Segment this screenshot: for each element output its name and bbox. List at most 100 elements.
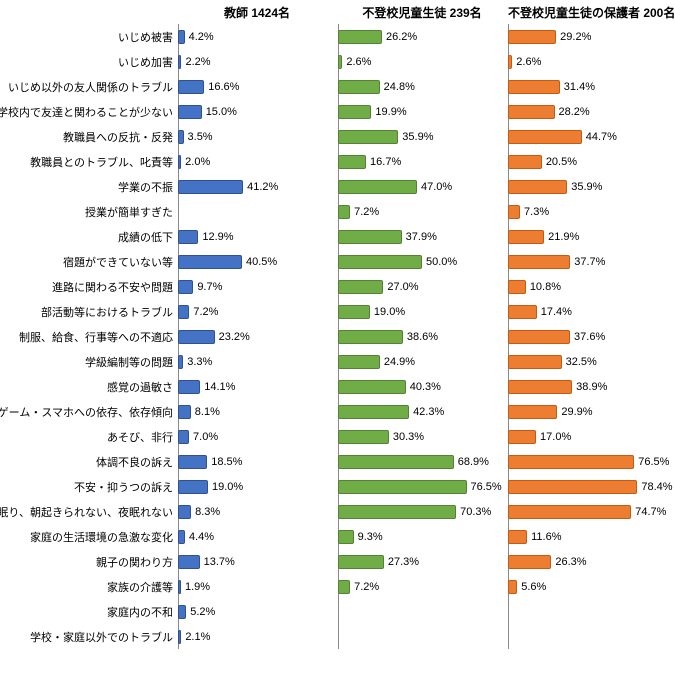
bar-teachers xyxy=(178,405,191,419)
bar-value-students: 40.3% xyxy=(410,381,441,393)
bar-students xyxy=(338,555,384,569)
bar-teachers xyxy=(178,480,208,494)
bar-value-teachers: 18.5% xyxy=(211,456,242,468)
chart-row: いじめ以外の友人関係のトラブル16.6%24.8%31.4% xyxy=(0,74,675,99)
bar-value-students: 76.5% xyxy=(471,481,502,493)
bar-students xyxy=(338,255,422,269)
bar-teachers xyxy=(178,330,215,344)
bar-value-students: 30.3% xyxy=(393,431,424,443)
category-label: 親子の関わり方 xyxy=(96,554,173,570)
bar-value-teachers: 4.4% xyxy=(189,531,214,543)
bar-students xyxy=(338,355,380,369)
bar-students xyxy=(338,80,380,94)
bar-value-teachers: 1.9% xyxy=(185,581,210,593)
bar-value-guardians: 37.7% xyxy=(574,256,605,268)
bar-value-guardians: 2.6% xyxy=(516,56,541,68)
category-label: 宿題ができていない等 xyxy=(63,254,173,270)
bar-value-guardians: 32.5% xyxy=(566,356,597,368)
bar-value-guardians: 44.7% xyxy=(586,131,617,143)
chart-row: 親子の関わり方13.7%27.3%26.3% xyxy=(0,549,675,574)
grouped-bar-chart: 教師 1424名不登校児童生徒 239名不登校児童生徒の保護者 200名 いじめ… xyxy=(0,0,675,677)
bar-students xyxy=(338,155,366,169)
bar-value-students: 2.6% xyxy=(346,56,371,68)
chart-row: 家庭内の不和5.2% xyxy=(0,599,675,624)
bar-guardians xyxy=(508,55,512,69)
bar-teachers xyxy=(178,605,186,619)
bar-value-guardians: 38.9% xyxy=(576,381,607,393)
bar-value-guardians: 17.4% xyxy=(541,306,572,318)
bar-value-guardians: 7.3% xyxy=(524,206,549,218)
bar-value-guardians: 29.2% xyxy=(560,31,591,43)
chart-row: 学校内で友達と関わることが少ない15.0%19.9%28.2% xyxy=(0,99,675,124)
bar-value-guardians: 17.0% xyxy=(540,431,571,443)
bar-value-students: 27.3% xyxy=(388,556,419,568)
bar-value-teachers: 14.1% xyxy=(204,381,235,393)
bar-teachers xyxy=(178,505,191,519)
bar-guardians xyxy=(508,205,520,219)
chart-row: 部活動等におけるトラブル 7.2% 19.0% 17.4% xyxy=(0,299,675,324)
bar-teachers xyxy=(178,280,193,294)
bar-teachers xyxy=(178,230,198,244)
category-label: 部活動等におけるトラブル xyxy=(41,304,173,320)
bar-value-teachers: 8.1% xyxy=(195,406,220,418)
bar-teachers xyxy=(178,80,204,94)
bar-teachers xyxy=(178,180,243,194)
column-header-guardians: 不登校児童生徒の保護者 200名 xyxy=(508,4,673,21)
bar-teachers xyxy=(178,130,184,144)
bar-teachers xyxy=(178,380,200,394)
bar-value-teachers: 2.2% xyxy=(185,56,210,68)
chart-row: 感覚の過敏さ 14.1% 40.3% 38.9% xyxy=(0,374,675,399)
bar-value-students: 37.9% xyxy=(406,231,437,243)
bar-value-students: 16.7% xyxy=(370,156,401,168)
bar-value-students: 42.3% xyxy=(413,406,444,418)
bar-teachers xyxy=(178,255,242,269)
bar-value-students: 35.9% xyxy=(402,131,433,143)
bar-students xyxy=(338,580,350,594)
bar-value-guardians: 5.6% xyxy=(521,581,546,593)
chart-row: 進路に関わる不安や問題9.7%27.0%10.8% xyxy=(0,274,675,299)
bar-value-teachers: 15.0% xyxy=(206,106,237,118)
bar-guardians xyxy=(508,280,526,294)
bar-students xyxy=(338,380,406,394)
bar-value-teachers: 12.9% xyxy=(202,231,233,243)
chart-row: 不安・抑うつの訴え19.0%76.5%78.4% xyxy=(0,474,675,499)
category-label: 体調不良の訴え xyxy=(96,454,173,470)
bar-students xyxy=(338,330,403,344)
bar-guardians xyxy=(508,30,556,44)
bar-guardians xyxy=(508,405,557,419)
bar-students xyxy=(338,480,467,494)
column-header-students: 不登校児童生徒 239名 xyxy=(338,4,506,21)
bar-value-guardians: 76.5% xyxy=(638,456,669,468)
category-label: 家庭内の不和 xyxy=(107,604,173,620)
chart-row: 宿題ができていない等40.5%50.0%37.7% xyxy=(0,249,675,274)
bar-value-students: 19.0% xyxy=(374,306,405,318)
chart-row: 学級編制等の問題3.3%24.9%32.5% xyxy=(0,349,675,374)
bar-guardians xyxy=(508,105,555,119)
bar-students xyxy=(338,280,383,294)
category-label: 感覚の過敏さ xyxy=(107,379,173,395)
bar-students xyxy=(338,205,350,219)
bar-value-teachers: 7.2% xyxy=(193,306,218,318)
bar-teachers xyxy=(178,530,185,544)
chart-row: 家庭の生活環境の急激な変化4.4%9.3%11.6% xyxy=(0,524,675,549)
category-label: 教職員への反抗・反発 xyxy=(63,129,173,145)
bar-students xyxy=(338,430,389,444)
chart-row: あそび、非行7.0%30.3%17.0% xyxy=(0,424,675,449)
bar-students xyxy=(338,30,382,44)
bar-guardians xyxy=(508,455,634,469)
chart-row: 学校・家庭以外でのトラブル2.1% xyxy=(0,624,675,649)
bar-students xyxy=(338,105,371,119)
bar-students xyxy=(338,405,409,419)
bar-value-teachers: 4.2% xyxy=(189,31,214,43)
bar-value-students: 19.9% xyxy=(375,106,406,118)
bar-value-guardians: 74.7% xyxy=(635,506,666,518)
bar-value-teachers: 3.5% xyxy=(188,131,213,143)
bar-guardians xyxy=(508,80,560,94)
bar-value-guardians: 31.4% xyxy=(564,81,595,93)
bar-value-guardians: 20.5% xyxy=(546,156,577,168)
bar-guardians xyxy=(508,505,631,519)
bar-value-guardians: 28.2% xyxy=(559,106,590,118)
bar-guardians xyxy=(508,430,536,444)
bar-teachers xyxy=(178,30,185,44)
bar-guardians xyxy=(508,155,542,169)
